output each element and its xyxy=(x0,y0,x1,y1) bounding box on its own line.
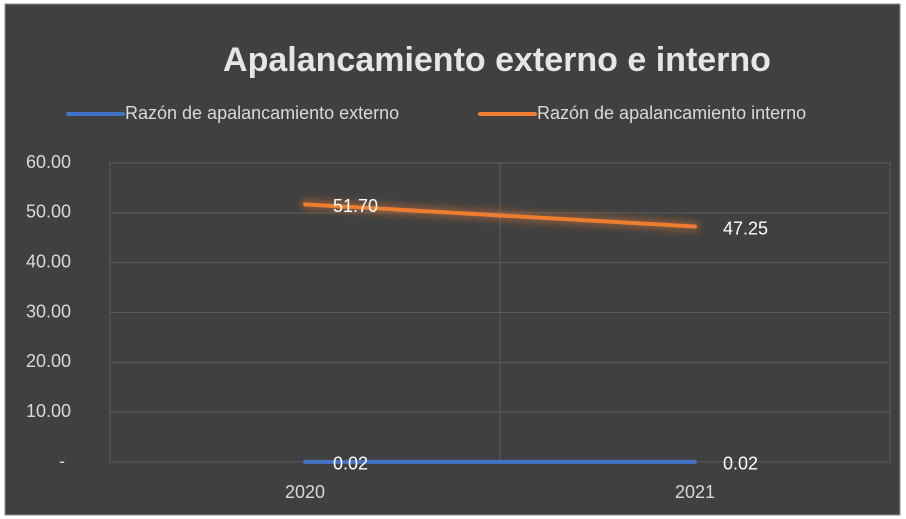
data-label: 0.02 xyxy=(333,454,368,474)
data-label: 47.25 xyxy=(723,218,768,238)
x-tick-label: 2021 xyxy=(675,482,715,502)
legend-label: Razón de apalancamiento externo xyxy=(125,103,399,123)
legend-label: Razón de apalancamiento interno xyxy=(537,103,806,123)
chart-title: Apalancamiento externo e interno xyxy=(223,41,771,79)
y-tick-label: 20.00 xyxy=(26,351,71,371)
y-tick-label: 10.00 xyxy=(26,401,71,421)
data-label: 0.02 xyxy=(723,454,758,474)
chart-area xyxy=(4,3,901,516)
y-tick-label: 50.00 xyxy=(26,202,71,222)
y-tick-label: 40.00 xyxy=(26,251,71,271)
data-label: 51.70 xyxy=(333,196,378,216)
line xyxy=(303,202,697,229)
y-tick-label: - xyxy=(59,451,65,471)
y-tick-label: 60.00 xyxy=(26,152,71,172)
y-tick-label: 30.00 xyxy=(26,301,71,321)
x-tick-label: 2020 xyxy=(285,482,325,502)
